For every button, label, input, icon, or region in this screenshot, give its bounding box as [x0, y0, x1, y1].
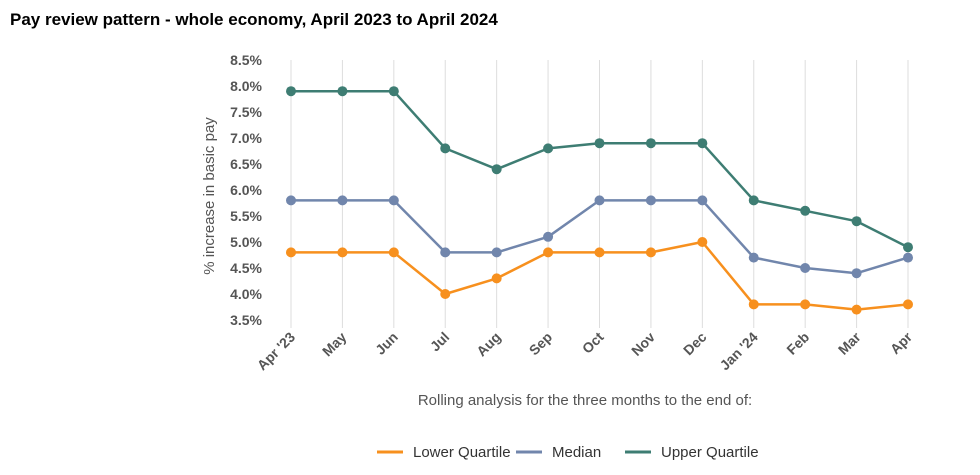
y-tick-label: 5.5% — [230, 208, 262, 224]
data-point-upper-quartile — [697, 138, 708, 149]
data-point-lower-quartile — [903, 299, 913, 310]
data-point-upper-quartile — [388, 86, 399, 97]
x-tick-label: Nov — [628, 329, 658, 359]
data-point-median — [388, 195, 399, 206]
data-point-lower-quartile — [697, 237, 708, 247]
x-tick-label: Jun — [372, 329, 401, 358]
data-point-lower-quartile — [800, 299, 811, 310]
y-tick-label: 8.5% — [230, 52, 262, 68]
data-point-upper-quartile — [491, 164, 502, 175]
series-points — [286, 86, 913, 315]
data-point-lower-quartile — [337, 247, 348, 258]
y-tick-label: 7.0% — [230, 130, 262, 146]
data-point-upper-quartile — [594, 138, 605, 149]
data-point-upper-quartile — [286, 86, 296, 97]
data-point-upper-quartile — [851, 216, 862, 227]
x-axis-label: Rolling analysis for the three months to… — [418, 392, 752, 409]
y-tick-label: 5.0% — [230, 234, 262, 250]
x-tick-label: Apr '23 — [254, 329, 299, 374]
x-tick-label: Oct — [579, 329, 607, 357]
data-point-median — [903, 252, 913, 263]
legend: Lower Quartile Median Upper Quartile — [377, 444, 759, 461]
x-tick-label: Dec — [680, 329, 710, 359]
data-point-median — [697, 195, 708, 206]
data-point-median — [594, 195, 605, 206]
data-point-median — [286, 195, 296, 206]
data-point-upper-quartile — [645, 138, 656, 149]
y-tick-label: 7.5% — [230, 104, 262, 120]
legend-label-lower-quartile: Lower Quartile — [413, 444, 511, 461]
data-point-median — [337, 195, 348, 206]
x-tick-label: Sep — [526, 329, 555, 358]
data-point-median — [748, 252, 759, 263]
data-point-median — [851, 268, 862, 279]
data-point-lower-quartile — [645, 247, 656, 258]
data-point-median — [491, 247, 502, 258]
x-tick-label: Jul — [427, 329, 453, 355]
data-point-median — [543, 231, 554, 242]
data-point-lower-quartile — [851, 304, 862, 315]
x-tick-label: Jan '24 — [716, 329, 761, 374]
grid-lines — [290, 60, 909, 328]
chart-title: Pay review pattern - whole economy, Apri… — [10, 10, 498, 29]
y-tick-label: 3.5% — [230, 312, 262, 328]
data-point-lower-quartile — [286, 247, 296, 258]
data-point-upper-quartile — [800, 205, 811, 216]
data-point-lower-quartile — [491, 273, 502, 284]
data-point-upper-quartile — [903, 242, 913, 253]
x-tick-label: Feb — [783, 329, 812, 358]
y-tick-label: 8.0% — [230, 78, 262, 94]
data-point-lower-quartile — [594, 247, 605, 258]
x-axis-ticks: Apr '23 May Jun Jul Aug Sep Oct Nov Dec Jan '24 Fe… — [254, 328, 916, 373]
data-point-upper-quartile — [543, 143, 554, 154]
data-point-median — [440, 247, 451, 258]
data-point-median — [645, 195, 656, 206]
y-axis-ticks: 3.5% 4.0% 4.5% 5.0% 5.5% 6.0% 6.5% 7.0% 7.5% 8.0%… — [230, 52, 262, 328]
legend-label-upper-quartile: Upper Quartile — [661, 444, 759, 461]
y-tick-label: 4.0% — [230, 286, 262, 302]
data-point-lower-quartile — [543, 247, 554, 258]
x-tick-label: Aug — [473, 329, 504, 360]
x-tick-label: Apr — [887, 328, 916, 357]
legend-label-median: Median — [552, 444, 601, 461]
y-axis-label: % increase in basic pay — [201, 117, 218, 275]
x-tick-label: May — [319, 329, 350, 360]
data-point-lower-quartile — [440, 289, 451, 299]
data-point-median — [800, 263, 811, 273]
data-point-upper-quartile — [440, 143, 451, 154]
data-point-lower-quartile — [388, 247, 399, 258]
y-tick-label: 6.0% — [230, 182, 262, 198]
y-tick-label: 4.5% — [230, 260, 262, 276]
data-point-upper-quartile — [748, 195, 759, 206]
data-point-lower-quartile — [748, 299, 759, 310]
y-tick-label: 6.5% — [230, 156, 262, 172]
data-point-upper-quartile — [337, 86, 348, 97]
x-tick-label: Mar — [835, 328, 864, 357]
